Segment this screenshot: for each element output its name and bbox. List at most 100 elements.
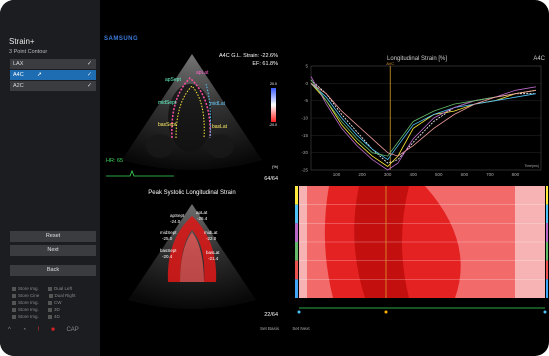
sidebar: Strain+ 3 Point Contour LAX ✓ A4C ➚ ✓ A2… bbox=[0, 0, 100, 356]
heart-rate: HR: 65 bbox=[106, 158, 124, 164]
y-tick-label: -15 bbox=[301, 133, 308, 138]
seg-value-bassept: -20.4 bbox=[162, 254, 173, 259]
record-icon[interactable]: ■ bbox=[51, 327, 55, 333]
cap-label[interactable]: CAP bbox=[66, 327, 79, 333]
color-scale-bar bbox=[271, 88, 276, 122]
store-icon bbox=[48, 314, 53, 319]
seg-value-baslat: -21.4 bbox=[208, 256, 219, 261]
x-tick-label: 700 bbox=[486, 172, 494, 177]
store-label: Store Img. bbox=[18, 286, 39, 291]
store-label: Dual Left bbox=[54, 286, 73, 291]
reset-button[interactable]: Reset bbox=[10, 231, 96, 242]
store-label: 3D bbox=[54, 307, 60, 312]
check-icon: ✓ bbox=[86, 83, 92, 89]
strain-chart-panel[interactable]: Longitudinal Strain [%] A4C 5 0 -5 -10 -15 -2… bbox=[287, 52, 549, 178]
avc-marker-label: AVC bbox=[386, 61, 394, 66]
x-tick-label: 100 bbox=[333, 172, 341, 177]
view-item-label: LAX bbox=[13, 61, 24, 67]
frame-counter-top: 64/64 bbox=[264, 176, 278, 182]
up-icon[interactable]: ^ bbox=[8, 327, 11, 333]
timeline-marker bbox=[543, 310, 547, 314]
scale-unit: (%) bbox=[272, 164, 279, 169]
store-label: Store Img. bbox=[18, 300, 39, 305]
seg-label-midsept: midSept bbox=[160, 230, 177, 235]
segment-color-key bbox=[546, 260, 548, 280]
next-button[interactable]: Next bbox=[10, 245, 96, 256]
strain-series-line bbox=[310, 79, 536, 157]
seg-value-midlat: -22.0 bbox=[206, 236, 217, 241]
top-ultrasound-panel[interactable]: apSept apLat midSept midLat basSept basL… bbox=[100, 48, 284, 186]
gauge-icon[interactable]: ◔ bbox=[22, 327, 27, 333]
strain-heatmap-panel[interactable] bbox=[287, 182, 549, 322]
top-ultrasound-image: apSept apLat midSept midLat basSept basL… bbox=[106, 54, 279, 177]
store-icon bbox=[48, 286, 53, 291]
back-button[interactable]: Back bbox=[10, 265, 96, 276]
seg-label-midlat: midLat bbox=[204, 230, 218, 235]
set-label: Set bbox=[260, 326, 267, 331]
store-row[interactable]: Store Img. 3D bbox=[12, 307, 60, 312]
seg-label-baslat: basLat bbox=[212, 124, 228, 130]
alert-icon[interactable]: ! bbox=[37, 327, 40, 333]
seg-label-apsept: apSept bbox=[165, 77, 181, 83]
seg-label-apsept: apSept bbox=[170, 213, 185, 218]
check-icon: ✓ bbox=[86, 72, 92, 78]
seg-label-bassept: basSept bbox=[160, 248, 177, 253]
segment-color-key bbox=[295, 260, 298, 280]
view-item-lax[interactable]: LAX ✓ bbox=[10, 59, 96, 69]
chart-title: Longitudinal Strain [%] bbox=[387, 56, 448, 62]
segment-color-key bbox=[295, 223, 298, 242]
segment-color-key bbox=[295, 204, 298, 224]
ecg-trace bbox=[106, 169, 174, 177]
store-row[interactable]: Store Cine Dual Right bbox=[12, 293, 76, 298]
x-tick-label: 200 bbox=[358, 172, 366, 177]
store-row[interactable]: Store Img. 4D bbox=[12, 314, 60, 319]
store-icon bbox=[12, 286, 16, 291]
store-icon bbox=[12, 293, 16, 298]
view-item-a4c[interactable]: A4C ➚ ✓ bbox=[10, 70, 96, 80]
segment-color-key bbox=[295, 186, 298, 205]
cursor-icon: ➚ bbox=[37, 72, 43, 78]
x-tick-label: 500 bbox=[435, 172, 443, 177]
y-tick-label: -20 bbox=[301, 150, 308, 155]
x-tick-label: 600 bbox=[461, 172, 469, 177]
y-tick-label: -25 bbox=[301, 168, 308, 173]
next-label: Next bbox=[300, 326, 310, 331]
x-tick-label: 800 bbox=[512, 172, 520, 177]
bottom-center-controls[interactable]: Set Basis Set Next bbox=[260, 326, 310, 331]
timeline-marker bbox=[297, 310, 301, 314]
x-axis-label: Time(ms) bbox=[524, 164, 539, 168]
strain-series-line bbox=[310, 83, 536, 161]
y-tick-label: -5 bbox=[304, 98, 308, 103]
scale-mid: 0.0 bbox=[271, 102, 276, 106]
chart-corner-label: A4C bbox=[533, 56, 545, 62]
seg-label-bassept: basSept bbox=[158, 122, 177, 128]
view-item-a2c[interactable]: A2C ✓ bbox=[10, 81, 96, 91]
segment-color-key bbox=[546, 242, 548, 261]
segment-color-key bbox=[546, 223, 548, 242]
segment-color-key bbox=[546, 204, 548, 224]
brand-logo: SAMSUNG bbox=[104, 36, 139, 42]
seg-label-baslat: basLat bbox=[206, 250, 220, 255]
basis-label: Basis bbox=[268, 326, 280, 331]
store-row[interactable]: Store Img. Dual Left bbox=[12, 286, 72, 291]
store-label: Dual Right bbox=[54, 293, 76, 298]
store-label: 4D bbox=[54, 314, 60, 319]
y-tick-label: -10 bbox=[301, 116, 308, 121]
segment-color-key bbox=[546, 186, 548, 205]
seg-label-midlat: midLat bbox=[210, 101, 226, 107]
segment-color-key bbox=[295, 279, 298, 298]
seg-label-aplat: apLat bbox=[196, 70, 209, 76]
store-row[interactable]: Store Img. CW bbox=[12, 300, 62, 305]
seg-label-aplat: apLat bbox=[196, 210, 208, 215]
store-icon bbox=[48, 307, 53, 312]
y-tick-label: 5 bbox=[305, 64, 308, 69]
store-icon bbox=[48, 300, 53, 305]
sidebar-subtitle: 3 Point Contour bbox=[9, 49, 48, 55]
seg-value-apsept: -24.0 bbox=[170, 219, 181, 224]
bottom-toolbar: ^ ◔ ! ■ CAP bbox=[8, 327, 89, 333]
strain-chart: 5 0 -5 -10 -15 -20 -25 100 200 300 400 500 600 700 800… bbox=[301, 61, 542, 177]
gls-value: A4C G.L. Strain: -22.6% bbox=[219, 53, 278, 59]
bottom-ultrasound-panel[interactable]: Peak Systolic Longitudinal Strain apSept… bbox=[100, 186, 284, 322]
strain-series-line bbox=[310, 82, 536, 157]
